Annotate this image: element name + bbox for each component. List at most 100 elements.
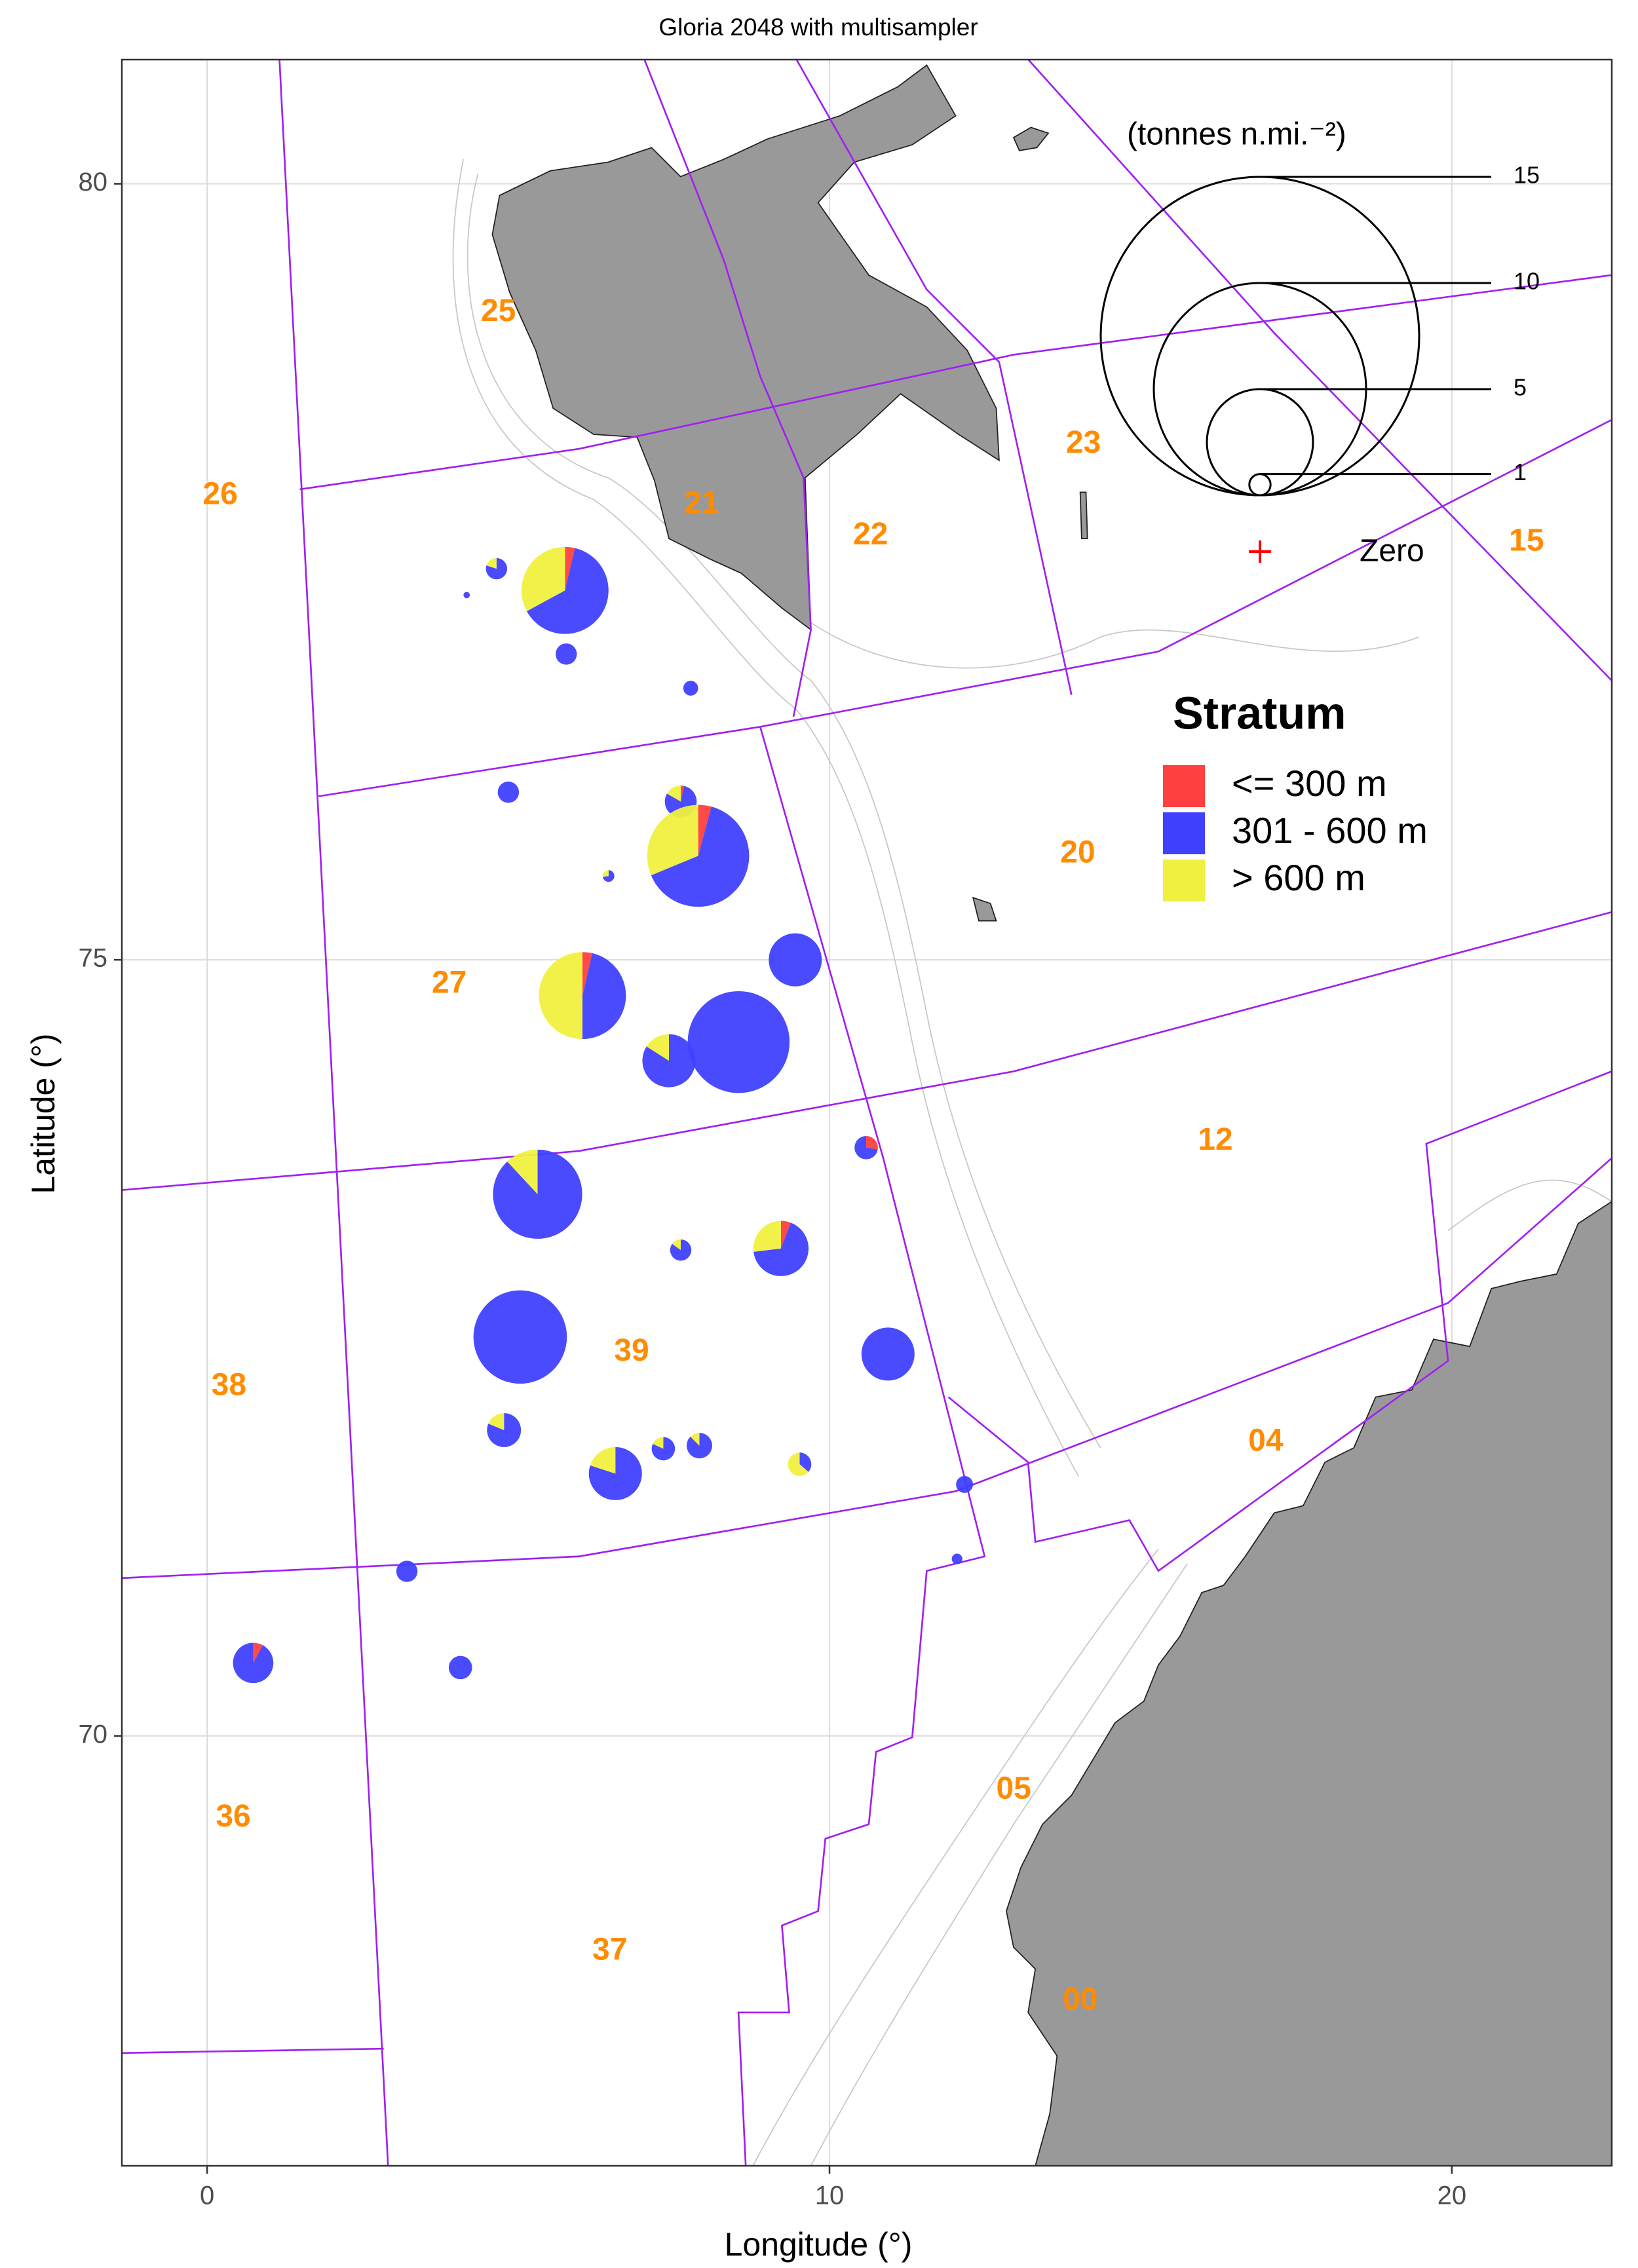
pie-slice [687, 991, 790, 1093]
plot-border [121, 58, 1613, 2167]
region-label: 05 [996, 1771, 1031, 1805]
x-tick-label: 10 [815, 2182, 845, 2210]
boundary [795, 60, 1073, 696]
pie-slice [753, 1222, 809, 1276]
pie-slice [486, 558, 497, 569]
legend-swatch [1163, 812, 1205, 854]
pie-slice [646, 1034, 669, 1061]
region-label: 36 [216, 1799, 250, 1834]
contour [810, 1563, 1188, 2166]
y-tick-label: 80 [79, 168, 108, 197]
legend-label: <= 300 m [1232, 763, 1387, 804]
y-axis-title: Latitude (°) [25, 1033, 62, 1194]
pie-slice [396, 1560, 418, 1582]
pie-slice [683, 681, 698, 696]
size-legend-label: 15 [1514, 162, 1540, 189]
stratum-boundaries [122, 60, 1612, 2166]
land-svalbard [491, 64, 1000, 632]
pies [233, 546, 974, 1684]
pie-slice [854, 1135, 878, 1160]
basemap-shapes [122, 60, 1612, 2166]
region-label: 12 [1198, 1122, 1232, 1157]
legend-label: 301 - 600 m [1232, 810, 1428, 851]
pie-slice [539, 952, 582, 1040]
x-axis-title: Longitude (°) [725, 2226, 913, 2263]
pie-slice [582, 953, 626, 1040]
region-label: 22 [853, 517, 888, 552]
boundary [122, 911, 1612, 1191]
pie-slice [651, 806, 750, 907]
pie-slice [680, 785, 685, 802]
pie-slice [780, 1220, 791, 1249]
contour [452, 159, 1080, 1477]
pie-slice [647, 804, 698, 876]
region-label: 23 [1066, 425, 1101, 460]
region-label: 39 [614, 1333, 649, 1368]
boundary [318, 419, 1612, 797]
size-legend-label: 5 [1514, 374, 1527, 401]
boundary [643, 60, 812, 717]
contour [467, 173, 1101, 1448]
pie-slice [799, 1452, 812, 1472]
legend-swatch [1163, 765, 1205, 807]
region-label: 15 [1509, 523, 1544, 558]
pie-slice [582, 952, 593, 996]
region-label: 00 [1063, 1982, 1097, 2017]
pie-slice [486, 558, 508, 580]
contour [810, 622, 1420, 669]
contour [752, 1549, 1159, 2166]
boundary [947, 1070, 1612, 1572]
pie-slice [651, 1437, 676, 1461]
boundary [299, 274, 1612, 491]
boundary [122, 1158, 1612, 1579]
pie-slice [497, 782, 520, 803]
pie-slice [556, 643, 577, 665]
basemap [122, 60, 1612, 2166]
pie-slice [951, 1553, 962, 1564]
land-island [1012, 126, 1050, 151]
depth-contours [452, 159, 1612, 2166]
pie-slice [861, 1327, 915, 1381]
size-legend-label: 1 [1514, 459, 1527, 485]
pie-slice [588, 1446, 642, 1500]
region-label: 26 [202, 476, 237, 511]
boundary [278, 60, 389, 2166]
pie-slice [488, 1413, 505, 1431]
boundary [122, 2047, 384, 2054]
pie-slice [590, 1446, 616, 1474]
legend-title: Stratum [1173, 687, 1346, 738]
y-tick-label: 75 [79, 944, 108, 973]
pie-slice [565, 546, 575, 591]
pie-slice [690, 1433, 700, 1446]
x-tick-label: 0 [200, 2182, 214, 2210]
pie-slice [473, 1290, 567, 1384]
pie-slice [642, 1034, 696, 1087]
pie-slice [670, 1239, 692, 1261]
pie-slice [463, 592, 470, 599]
pie-slice [956, 1475, 974, 1493]
boundary [737, 727, 986, 2166]
region-label: 20 [1060, 835, 1095, 870]
pie-slice [698, 804, 712, 856]
land-island [972, 896, 997, 922]
pie-slice [526, 548, 609, 634]
land-island [1079, 491, 1088, 540]
pie-slice [521, 546, 565, 611]
region-label: 38 [212, 1367, 246, 1402]
size-legend-label: 10 [1514, 268, 1540, 295]
x-tick-label: 20 [1438, 2182, 1467, 2210]
pie-slice [666, 785, 681, 802]
pie-slice [653, 1437, 664, 1449]
legend-swatch [1163, 860, 1205, 901]
pie-slice [602, 870, 609, 877]
pie-slice [687, 1433, 712, 1459]
pie-slice [253, 1642, 263, 1663]
pie-slice [487, 1413, 522, 1447]
region-label: 27 [432, 966, 467, 1000]
pie-slice [866, 1135, 878, 1150]
pie-slice [233, 1642, 274, 1684]
region-label: 21 [684, 486, 719, 521]
region-label: 37 [592, 1933, 627, 1967]
